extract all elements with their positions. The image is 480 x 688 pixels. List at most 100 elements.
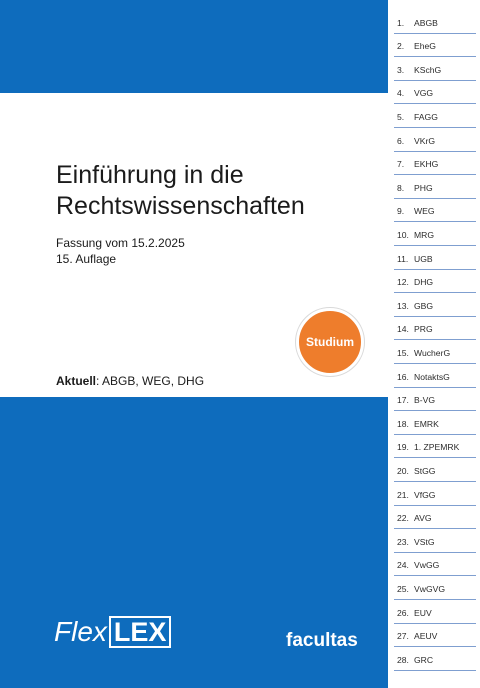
register-item-number: 16.: [397, 371, 409, 382]
register-item: 2. EheG: [394, 34, 476, 58]
register-item: 20. StGG: [394, 458, 476, 482]
register-item-number: 8.: [397, 182, 405, 193]
register-item: 5. FAGG: [394, 104, 476, 128]
register-item-label: WucherG: [414, 347, 451, 358]
register-item: 8. PHG: [394, 175, 476, 199]
register-item-label: VfGG: [414, 489, 436, 500]
register-item-label: EheG: [414, 41, 436, 52]
register-item: 17. B-VG: [394, 388, 476, 412]
register-item: 21. VfGG: [394, 482, 476, 506]
register-item-label: EUV: [414, 607, 432, 618]
register-item: 25. VwGVG: [394, 576, 476, 600]
register-item-label: AVG: [414, 513, 432, 524]
register-item-label: UGB: [414, 253, 433, 264]
top-color-band: [0, 0, 388, 93]
version-date: Fassung vom 15.2.2025: [56, 236, 185, 250]
register-item: 12. DHG: [394, 270, 476, 294]
register-item-number: 2.: [397, 41, 405, 52]
register-item-number: 1.: [397, 17, 405, 28]
register-item-number: 4.: [397, 88, 405, 99]
register-item-label: B-VG: [414, 395, 436, 406]
register-item: 16. NotaktsG: [394, 364, 476, 388]
register-item-number: 6.: [397, 135, 405, 146]
register-item-number: 27.: [397, 631, 409, 642]
register-item: 15. WucherG: [394, 340, 476, 364]
register-item-number: 21.: [397, 489, 409, 500]
register-item-number: 13.: [397, 300, 409, 311]
aktuell-value: : ABGB, WEG, DHG: [96, 374, 205, 388]
studium-badge: Studium: [296, 308, 364, 376]
edition-info: Fassung vom 15.2.2025 15. Auflage: [56, 235, 185, 267]
register-item: 1. ABGB: [394, 10, 476, 34]
aktuell-label: Aktuell: [56, 374, 97, 388]
register-item: 19. 1. ZPEMRK: [394, 435, 476, 459]
register-item-number: 10.: [397, 229, 409, 240]
register-item-label: ABGB: [414, 17, 438, 28]
register-item-label: GRC: [414, 654, 434, 665]
register-item-label: VKrG: [414, 135, 436, 146]
register-item-number: 23.: [397, 536, 409, 547]
register-item-number: 26.: [397, 607, 409, 618]
register-item: 3. KSchG: [394, 57, 476, 81]
register-item-label: StGG: [414, 465, 436, 476]
register-item-label: VwGG: [414, 560, 440, 571]
register-item: 13. GBG: [394, 293, 476, 317]
register-item-number: 3.: [397, 64, 405, 75]
register-item: 24. VwGG: [394, 553, 476, 577]
register-item: 9. WEG: [394, 199, 476, 223]
register-item-number: 24.: [397, 560, 409, 571]
register-item-number: 15.: [397, 347, 409, 358]
register-item-label: VwGVG: [414, 583, 446, 594]
title-line-2: Rechtswissenschaften: [56, 192, 305, 220]
register-item: 4. VGG: [394, 81, 476, 105]
register-item-number: 7.: [397, 159, 405, 170]
register-item: 10. MRG: [394, 222, 476, 246]
badge-label: Studium: [306, 335, 354, 349]
register-item: 28. GRC: [394, 647, 476, 671]
register-item-label: PHG: [414, 182, 433, 193]
register-item-number: 22.: [397, 513, 409, 524]
register-item: 18. EMRK: [394, 411, 476, 435]
register-item: 6. VKrG: [394, 128, 476, 152]
register-item-number: 18.: [397, 418, 409, 429]
register-item: 14. PRG: [394, 317, 476, 341]
register-item-label: KSchG: [414, 64, 442, 75]
logo-flex-text: Flex: [54, 616, 107, 647]
register-item-label: DHG: [414, 277, 434, 288]
flexlex-logo: Flex LEX: [54, 616, 172, 648]
register-item: 23. VStG: [394, 529, 476, 553]
register-item-label: WEG: [414, 206, 435, 217]
logo-lex-text: LEX: [108, 616, 172, 648]
register-item: 27. AEUV: [394, 624, 476, 648]
register-item-label: PRG: [414, 324, 433, 335]
register-item: 7. EKHG: [394, 152, 476, 176]
register-item-label: AEUV: [414, 631, 438, 642]
register-item: 22. AVG: [394, 506, 476, 530]
register-item-label: VStG: [414, 536, 435, 547]
register-item-label: EKHG: [414, 159, 439, 170]
bottom-color-band: [0, 397, 388, 688]
register-item-label: 1. ZPEMRK: [414, 442, 460, 453]
register-item-number: 5.: [397, 111, 405, 122]
register-item-number: 14.: [397, 324, 409, 335]
register-item-label: FAGG: [414, 111, 438, 122]
register-item-number: 9.: [397, 206, 405, 217]
register-item-number: 12.: [397, 277, 409, 288]
title-line-1: Einführung in die: [56, 161, 244, 189]
register-item-number: 19.: [397, 442, 409, 453]
publisher-logo: facultas: [286, 630, 358, 651]
register-item-label: NotaktsG: [414, 371, 450, 382]
book-title: Einführung in die Rechtswissenschaften: [56, 160, 376, 222]
register-item: 26. EUV: [394, 600, 476, 624]
register-item-number: 17.: [397, 395, 409, 406]
register-item-number: 28.: [397, 654, 409, 665]
book-cover: Einführung in die Rechtswissenschaften F…: [0, 0, 388, 688]
register-item-number: 11.: [397, 253, 409, 264]
register-item-label: VGG: [414, 88, 434, 99]
register-item: 11. UGB: [394, 246, 476, 270]
edition-number: 15. Auflage: [56, 252, 117, 266]
register-item-number: 25.: [397, 583, 409, 594]
aktuell-line: Aktuell: ABGB, WEG, DHG: [56, 374, 204, 388]
register-item-label: MRG: [414, 229, 435, 240]
register-item-label: GBG: [414, 300, 434, 311]
